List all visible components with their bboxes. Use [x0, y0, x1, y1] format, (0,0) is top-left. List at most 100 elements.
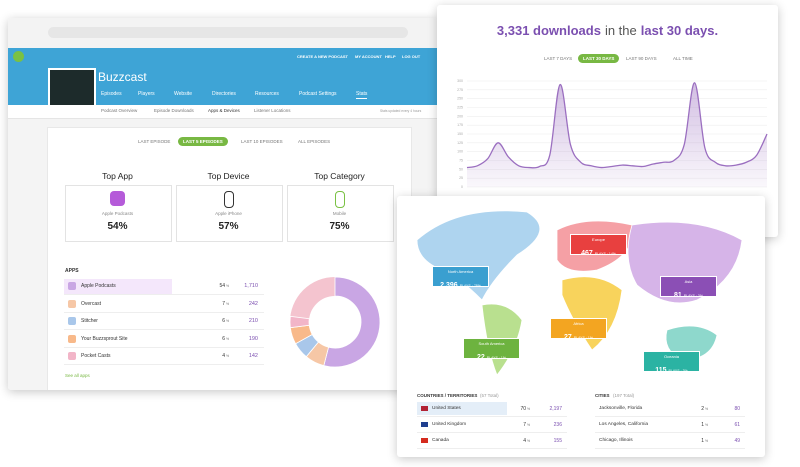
row-line [595, 448, 745, 449]
row-line [64, 311, 264, 313]
region-label: Oceania 115 PLAYS · 3% [643, 351, 700, 374]
y-tick-label: 75 [459, 158, 463, 162]
region-name: South America [478, 341, 505, 346]
row-pct: 1 [701, 438, 704, 444]
app-name: Apple Podcasts [81, 283, 116, 289]
pct-unit: % [527, 407, 531, 411]
row-line [64, 364, 264, 365]
y-tick-label: 175 [457, 123, 463, 127]
row-name: Los Angeles, California [599, 422, 649, 427]
nav-link: MY ACCOUNT [355, 54, 382, 59]
region-name: Oceania [664, 354, 679, 359]
app-icon [68, 282, 76, 290]
row-count: 61 [734, 422, 740, 428]
app-icon [68, 334, 76, 343]
row-line [417, 432, 567, 433]
region-stats: 27 PLAYS · 1% [551, 326, 606, 344]
row-line [595, 432, 745, 433]
region-label: North America 2,396 PLAYS · 78% [432, 266, 489, 289]
pct-unit: % [226, 354, 230, 358]
top-title: Top App [102, 171, 133, 181]
filter: LAST 30 DAYS [578, 54, 620, 63]
row-highlight [417, 402, 507, 415]
app-pct: 4 [222, 353, 225, 359]
row-pct: 2 [701, 406, 704, 412]
graphic [289, 276, 381, 368]
region-label: South America 22 PLAYS · 1% [463, 338, 520, 361]
region-detail: PLAYS · 1% [486, 356, 506, 360]
app-name: Overcast [81, 300, 102, 307]
filter: ALL TIME [673, 56, 693, 61]
y-tick-label: 225 [457, 105, 463, 109]
row-line [64, 346, 264, 348]
row-line [64, 329, 264, 330]
app-pct: 6 [222, 318, 225, 324]
tab: Podcast Settings [299, 91, 337, 97]
headline: 3,331 downloads in the last 30 days. [437, 23, 778, 38]
tab: Players [138, 91, 155, 97]
filter: LAST 10 EPISODES [241, 139, 283, 144]
row-name: United States [432, 406, 461, 411]
top-icon [110, 191, 125, 206]
region-detail: PLAYS · 3% [668, 369, 688, 373]
updated-note: Stats updated every 4 hours [380, 109, 422, 113]
region-detail: PLAYS · 14% [594, 252, 616, 256]
flag [421, 406, 428, 411]
row-name: Chicago, Illinois [599, 438, 633, 443]
row-line [595, 416, 745, 417]
pct-unit: % [226, 336, 230, 341]
region-stats: 115 PLAYS · 3% [644, 359, 699, 377]
region-label: Asia 81 PLAYS · 3% [660, 276, 717, 299]
row-count: 155 [553, 438, 562, 444]
y-tick-label: 50 [459, 167, 463, 171]
pct-unit: % [527, 439, 531, 443]
region-label: Europe 467 PLAYS · 14% [570, 234, 627, 257]
graphic [416, 210, 743, 376]
region-stats: 81 PLAYS · 3% [661, 284, 716, 302]
line [466, 82, 768, 169]
tab: Resources [255, 91, 279, 97]
top-name: Mobile [332, 211, 347, 216]
region-stats: 2,396 PLAYS · 78% [433, 274, 488, 292]
subtab: Apps & Devices [208, 108, 240, 113]
flag [421, 438, 428, 443]
podcast-name: Buzzcast [98, 70, 147, 84]
y-tick-label: 300 [457, 79, 463, 83]
pct-unit: % [705, 439, 709, 443]
top-box [176, 185, 283, 242]
y-tick-label: 275 [457, 88, 463, 92]
app-pct: 54 [219, 283, 225, 289]
row-highlight [64, 279, 172, 294]
y-tick-label: 25 [459, 176, 463, 180]
donut-segment [323, 276, 381, 368]
row-name: Jacksonville, Florida [599, 406, 643, 411]
y-tick-label: 150 [457, 132, 463, 136]
top-icon [224, 191, 234, 208]
row-name: Canada [432, 438, 449, 443]
y-tick-label: 100 [457, 150, 463, 154]
tab: Stats [356, 91, 368, 99]
row-pct: 1 [701, 422, 704, 428]
row-name: United Kingdom [432, 422, 467, 427]
app-icon [68, 299, 76, 308]
table-total: (57 Total) [480, 393, 499, 398]
filter: ALL EPISODES [298, 139, 331, 144]
app-plays: 190 [248, 335, 258, 342]
subtab: Episode Downloads [154, 108, 194, 113]
see-all-link[interactable]: See all apps [65, 373, 90, 378]
app-plays: 242 [248, 300, 258, 307]
y-tick-label: 0 [461, 185, 463, 189]
region-name: Asia [684, 279, 693, 284]
headline-part: last 30 days. [640, 23, 719, 38]
region-detail: PLAYS · 78% [459, 284, 481, 288]
row-line [417, 416, 567, 417]
app-pct: 7 [222, 300, 225, 307]
top-name: Apple Podcasts [101, 211, 134, 216]
top-value: 57% [218, 221, 239, 232]
row-count: 2,197 [549, 406, 562, 412]
app-name: Your Buzzsprout Site [81, 335, 128, 342]
row-line [64, 294, 264, 295]
top-title: Top Category [314, 171, 365, 181]
pct-unit: % [705, 423, 709, 427]
